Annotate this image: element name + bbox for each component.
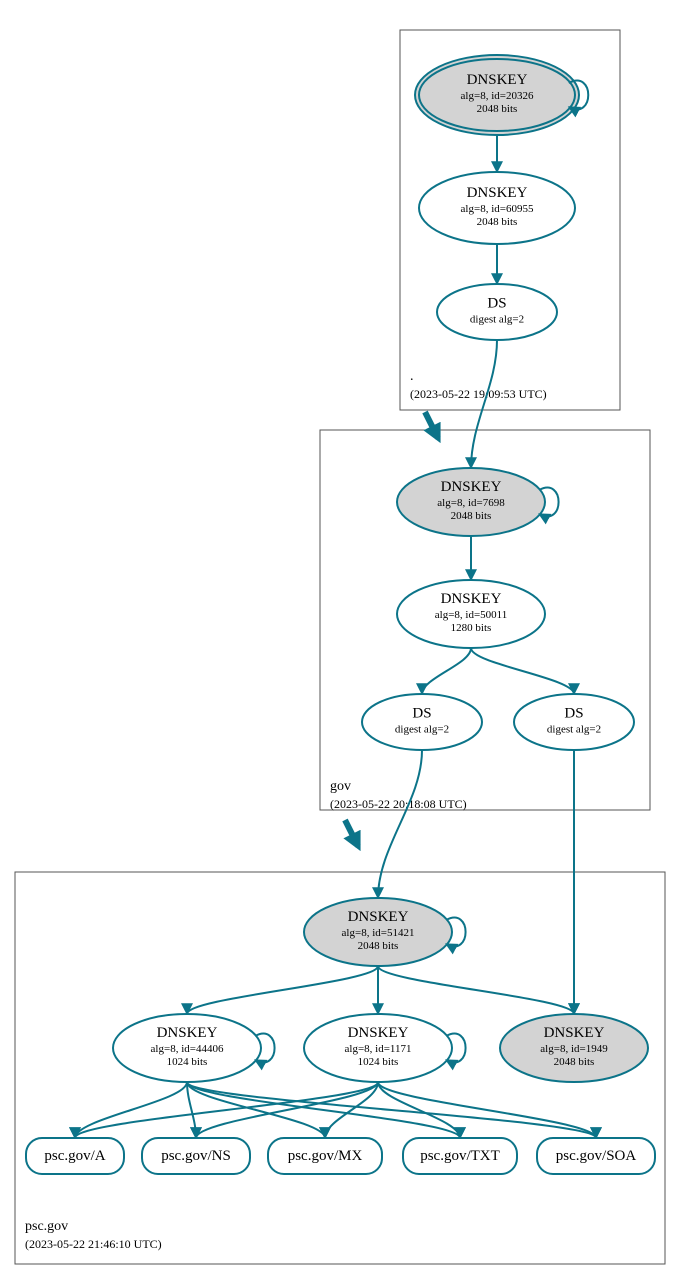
zone-label: psc.gov — [25, 1219, 68, 1234]
node-root-ds: DS digest alg=2 — [437, 284, 557, 340]
node-gov-ds1: DS digest alg=2 — [362, 694, 482, 750]
node-text: psc.gov/NS — [161, 1148, 231, 1164]
node-rr-mx: psc.gov/MX — [268, 1138, 382, 1174]
node-text: digest alg=2 — [547, 724, 601, 736]
node-text: 1024 bits — [167, 1056, 208, 1068]
node-gov-ksk: DNSKEY alg=8, id=76982048 bits — [397, 468, 545, 536]
node-text: digest alg=2 — [395, 724, 449, 736]
node-psc-zsk2: DNSKEY alg=8, id=11711024 bits — [304, 1014, 452, 1082]
node-psc-key3: DNSKEY alg=8, id=19492048 bits — [500, 1014, 648, 1082]
node-rr-soa: psc.gov/SOA — [537, 1138, 655, 1174]
edge — [422, 648, 471, 694]
zone-label: . — [410, 369, 414, 384]
node-rr-ns: psc.gov/NS — [142, 1138, 250, 1174]
edge — [378, 750, 422, 898]
node-text: DS — [412, 706, 431, 722]
node-text: DNSKEY — [441, 591, 502, 607]
zone-timestamp: (2023-05-22 21:46:10 UTC) — [25, 1237, 162, 1251]
node-text: 2048 bits — [358, 940, 399, 952]
node-root-ksk: DNSKEY alg=8, id=203262048 bits — [415, 55, 579, 135]
node-text: 1280 bits — [451, 622, 492, 634]
delegation-arrow — [345, 820, 358, 846]
node-text: alg=8, id=44406 — [151, 1043, 224, 1055]
zone-timestamp: (2023-05-22 19:09:53 UTC) — [410, 387, 547, 401]
node-text: psc.gov/MX — [288, 1148, 363, 1164]
node-text: 2048 bits — [554, 1056, 595, 1068]
edge — [378, 1082, 596, 1138]
node-rr-txt: psc.gov/TXT — [403, 1138, 517, 1174]
node-text: alg=8, id=20326 — [461, 90, 534, 102]
node-text: DS — [564, 706, 583, 722]
node-psc-zsk1: DNSKEY alg=8, id=444061024 bits — [113, 1014, 261, 1082]
edge — [471, 340, 497, 468]
node-text: DNSKEY — [467, 72, 528, 88]
node-text: DNSKEY — [157, 1025, 218, 1041]
node-text: DNSKEY — [441, 479, 502, 495]
node-text: alg=8, id=1171 — [345, 1043, 412, 1055]
zone-label: gov — [330, 779, 351, 794]
node-text: DNSKEY — [348, 1025, 409, 1041]
dnssec-diagram: . (2023-05-22 19:09:53 UTC) gov (2023-05-22… — [0, 0, 679, 1278]
node-text: 2048 bits — [451, 510, 492, 522]
edge — [325, 1082, 378, 1138]
node-text: digest alg=2 — [470, 314, 524, 326]
node-text: psc.gov/SOA — [556, 1148, 637, 1164]
node-text: 2048 bits — [477, 216, 518, 228]
node-text: alg=8, id=7698 — [437, 497, 505, 509]
node-text: psc.gov/TXT — [420, 1148, 500, 1164]
node-text: DNSKEY — [348, 909, 409, 925]
node-text: alg=8, id=1949 — [540, 1043, 608, 1055]
node-rr-a: psc.gov/A — [26, 1138, 124, 1174]
node-text: alg=8, id=60955 — [461, 203, 534, 215]
node-root-zsk: DNSKEY alg=8, id=609552048 bits — [419, 172, 575, 244]
node-text: alg=8, id=50011 — [435, 609, 508, 621]
node-gov-ds2: DS digest alg=2 — [514, 694, 634, 750]
delegation-arrow — [425, 412, 438, 438]
node-psc-ksk: DNSKEY alg=8, id=514212048 bits — [304, 898, 452, 966]
edge — [187, 966, 378, 1014]
edge — [75, 1082, 378, 1138]
edge — [378, 966, 574, 1014]
node-text: DNSKEY — [467, 185, 528, 201]
node-text: DNSKEY — [544, 1025, 605, 1041]
node-text: DS — [487, 296, 506, 312]
zone-timestamp: (2023-05-22 20:18:08 UTC) — [330, 797, 467, 811]
node-text: 2048 bits — [477, 103, 518, 115]
node-text: psc.gov/A — [44, 1148, 105, 1164]
edge — [471, 648, 574, 694]
node-gov-zsk: DNSKEY alg=8, id=500111280 bits — [397, 580, 545, 648]
node-text: 1024 bits — [358, 1056, 399, 1068]
node-text: alg=8, id=51421 — [342, 927, 415, 939]
